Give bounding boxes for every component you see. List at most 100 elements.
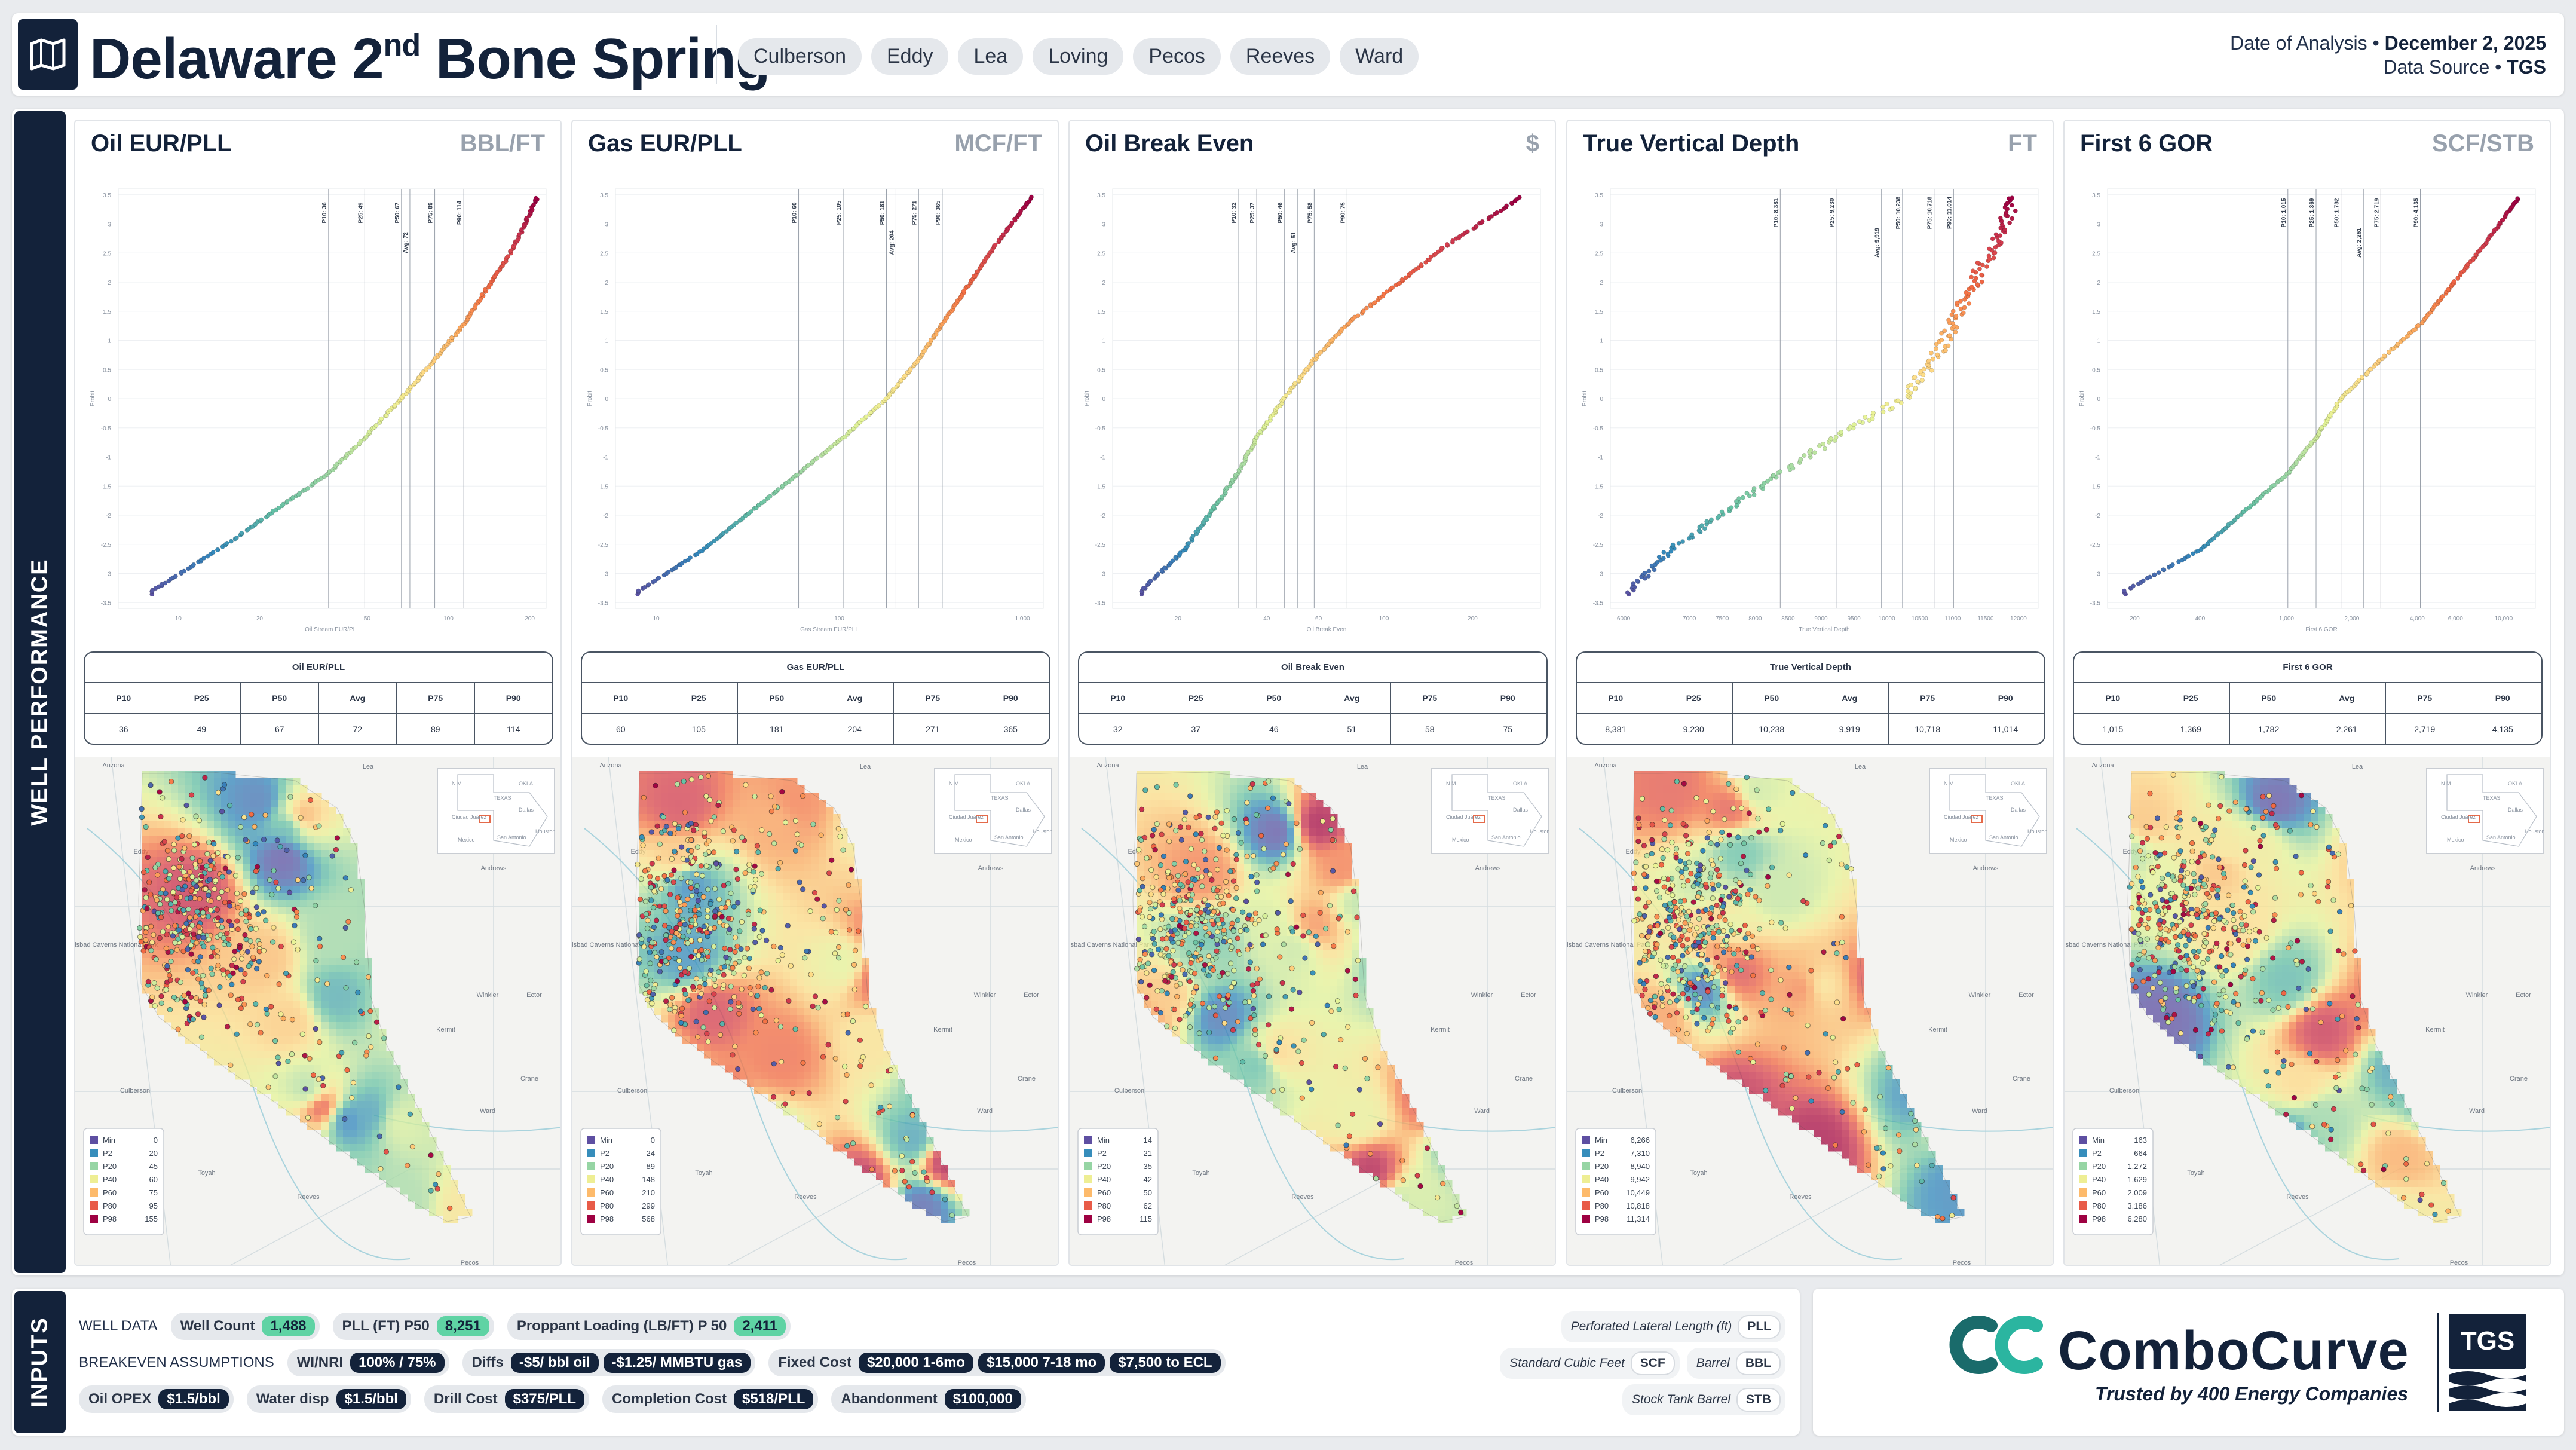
well-marker[interactable] — [826, 870, 832, 876]
well-marker[interactable] — [886, 1103, 893, 1109]
well-marker[interactable] — [702, 830, 707, 836]
well-marker[interactable] — [708, 967, 714, 974]
well-marker[interactable] — [843, 907, 849, 913]
well-marker[interactable] — [800, 886, 806, 892]
well-marker[interactable] — [664, 877, 670, 883]
well-marker[interactable] — [222, 865, 228, 871]
well-marker[interactable] — [219, 809, 225, 815]
well-marker[interactable] — [183, 802, 189, 809]
well-marker[interactable] — [754, 993, 761, 999]
well-marker[interactable] — [191, 842, 198, 848]
well-marker[interactable] — [329, 853, 335, 859]
well-marker[interactable] — [383, 1149, 390, 1155]
well-marker[interactable] — [243, 919, 249, 925]
well-marker[interactable] — [215, 953, 220, 960]
well-marker[interactable] — [707, 797, 713, 803]
well-marker[interactable] — [224, 931, 230, 937]
well-marker[interactable] — [209, 953, 215, 960]
well-marker[interactable] — [764, 937, 770, 944]
well-marker[interactable] — [707, 901, 713, 907]
well-marker[interactable] — [177, 876, 183, 882]
well-marker[interactable] — [903, 1136, 910, 1143]
well-marker[interactable] — [302, 852, 308, 858]
well-marker[interactable] — [195, 1011, 201, 1017]
well-marker[interactable] — [658, 886, 664, 892]
well-marker[interactable] — [215, 962, 221, 969]
well-marker[interactable] — [199, 984, 206, 991]
well-marker[interactable] — [428, 1152, 434, 1158]
well-marker[interactable] — [225, 936, 231, 942]
well-marker[interactable] — [206, 892, 212, 898]
well-marker[interactable] — [179, 886, 186, 893]
well-marker[interactable] — [157, 789, 163, 795]
well-marker[interactable] — [306, 874, 312, 880]
well-marker[interactable] — [779, 788, 785, 795]
map-book-icon[interactable] — [18, 19, 78, 90]
well-marker[interactable] — [195, 976, 201, 982]
well-marker[interactable] — [731, 994, 737, 1000]
well-marker[interactable] — [721, 972, 727, 978]
well-marker[interactable] — [231, 956, 237, 962]
well-marker[interactable] — [249, 943, 255, 949]
well-marker[interactable] — [675, 895, 681, 901]
well-marker[interactable] — [706, 838, 712, 844]
well-marker[interactable] — [143, 824, 149, 830]
well-marker[interactable] — [182, 999, 188, 1005]
well-marker[interactable] — [276, 981, 282, 987]
well-marker[interactable] — [200, 934, 207, 941]
well-marker[interactable] — [235, 996, 241, 1002]
well-marker[interactable] — [146, 879, 152, 885]
well-marker[interactable] — [139, 814, 145, 821]
well-marker[interactable] — [200, 972, 206, 979]
well-marker[interactable] — [179, 833, 185, 839]
well-marker[interactable] — [230, 970, 236, 977]
well-marker[interactable] — [314, 977, 320, 983]
well-marker[interactable] — [269, 891, 275, 898]
well-marker[interactable] — [800, 1060, 806, 1066]
well-marker[interactable] — [641, 944, 647, 950]
well-marker[interactable] — [711, 977, 717, 983]
well-marker[interactable] — [220, 967, 226, 973]
well-marker[interactable] — [694, 1034, 701, 1040]
well-marker[interactable] — [219, 874, 226, 880]
well-marker[interactable] — [168, 958, 174, 965]
well-marker[interactable] — [730, 1052, 736, 1058]
well-marker[interactable] — [836, 898, 842, 904]
well-marker[interactable] — [302, 1053, 308, 1059]
well-marker[interactable] — [689, 917, 695, 923]
well-marker[interactable] — [295, 947, 301, 953]
well-marker[interactable] — [747, 984, 753, 991]
well-marker[interactable] — [636, 956, 642, 962]
well-marker[interactable] — [733, 867, 739, 873]
well-marker[interactable] — [163, 945, 169, 952]
well-marker[interactable] — [667, 830, 673, 836]
well-marker[interactable] — [829, 857, 835, 864]
well-marker[interactable] — [857, 1037, 863, 1044]
well-marker[interactable] — [272, 1038, 278, 1044]
well-marker[interactable] — [751, 869, 756, 875]
well-marker[interactable] — [642, 898, 648, 904]
well-marker[interactable] — [705, 886, 711, 892]
well-marker[interactable] — [161, 839, 167, 845]
well-marker[interactable] — [246, 914, 252, 920]
well-marker[interactable] — [228, 922, 234, 929]
well-marker[interactable] — [300, 877, 307, 883]
well-marker[interactable] — [365, 974, 372, 980]
well-marker[interactable] — [137, 934, 143, 940]
well-marker[interactable] — [207, 858, 213, 864]
well-marker[interactable] — [409, 1143, 416, 1150]
well-marker[interactable] — [215, 915, 221, 921]
well-marker[interactable] — [712, 1005, 718, 1011]
well-marker[interactable] — [757, 907, 763, 913]
well-marker[interactable] — [316, 823, 322, 829]
well-marker[interactable] — [688, 837, 694, 843]
well-marker[interactable] — [207, 907, 214, 913]
well-marker[interactable] — [352, 1039, 358, 1046]
well-marker[interactable] — [171, 841, 177, 848]
well-marker[interactable] — [736, 1011, 742, 1017]
well-marker[interactable] — [154, 985, 160, 991]
well-marker[interactable] — [746, 862, 752, 868]
well-marker[interactable] — [739, 986, 745, 992]
well-marker[interactable] — [261, 909, 267, 915]
